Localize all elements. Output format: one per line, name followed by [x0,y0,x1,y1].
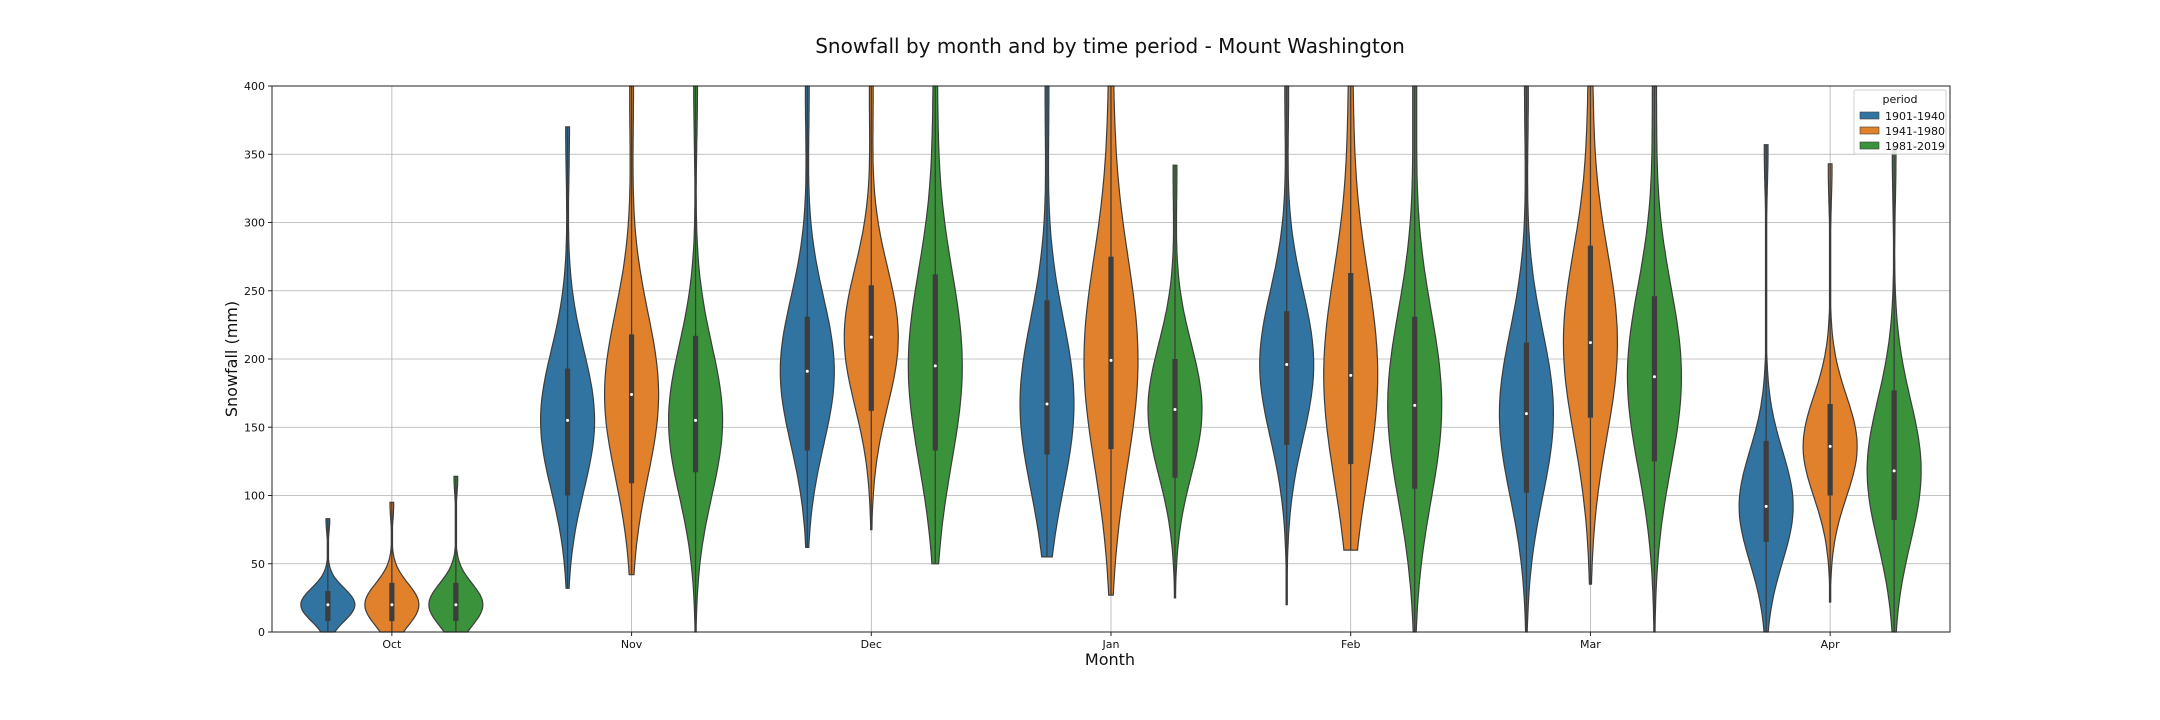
x-tick-label: Dec [861,638,882,651]
y-tick-label: 350 [244,148,265,161]
violin-iqr-box [932,274,938,451]
violin-median-dot [1173,408,1177,412]
y-tick-label: 400 [244,80,265,93]
legend: period 1901-1940 1941-1980 1981-2019 [1853,89,1947,155]
violin-median-dot [1349,373,1353,377]
violin-median-dot [566,418,570,422]
violin-median-dot [694,418,698,422]
violin-median-dot [1109,358,1113,362]
violin-iqr-box [389,582,395,622]
x-tick-label: Apr [1821,638,1841,651]
violin-iqr-box [1827,404,1833,496]
violin-iqr-box [1348,273,1354,465]
violin-iqr-box [1891,390,1897,521]
violin-iqr-box [1587,245,1594,418]
y-axis: 0 50 100 150 200 250 300 350 400 [244,80,272,639]
y-tick-label: 300 [244,217,265,230]
violin-iqr-box [1651,296,1658,462]
violin-iqr-box [804,316,810,451]
violin-iqr-box [868,285,874,411]
legend-label: 1941-1980 [1885,125,1945,138]
legend-label: 1901-1940 [1885,110,1945,123]
violin-iqr-box [1763,440,1769,542]
violin-median-dot [1764,504,1768,508]
violin-median-dot [1588,341,1592,345]
y-axis-label: Snowfall (mm) [222,301,241,417]
violin-iqr-box [692,335,699,473]
violin-iqr-box [1412,316,1418,489]
legend-swatch [1859,111,1880,120]
violin-iqr-box [1523,342,1530,493]
violin-median-dot [326,603,330,607]
x-tick-label: Nov [621,638,643,651]
legend-title: period [1882,93,1917,106]
violin-median-dot [1285,362,1289,366]
chart-title: Snowfall by month and by time period - M… [815,34,1405,58]
violin-median-dot [1413,403,1417,407]
x-tick-label: Mar [1580,638,1601,651]
violin-median-dot [1524,412,1528,416]
violin-median-dot [933,364,937,368]
x-axis-label: Month [1085,650,1135,669]
violin-iqr-box [453,582,459,622]
violin-median-dot [1828,444,1832,448]
violin-median-dot [1652,375,1656,379]
x-tick-label: Feb [1341,638,1360,651]
violin-iqr-box [1172,359,1178,478]
violin-median-dot [630,392,634,396]
y-tick-label: 250 [244,285,265,298]
y-tick-label: 50 [251,558,265,571]
violin-median-dot [1045,402,1049,406]
x-tick-label: Jan [1102,638,1120,651]
x-axis: Oct Nov Dec Jan Feb Mar Apr [382,632,1840,651]
violin-median-dot [805,369,809,373]
violin-iqr-box [628,334,635,484]
legend-swatch [1859,141,1880,150]
y-tick-label: 150 [244,421,265,434]
violin-median-dot [869,335,873,339]
x-tick-label: Oct [382,638,402,651]
violin-iqr-box [1284,311,1290,445]
legend-swatch [1859,126,1880,135]
violins [300,85,1922,633]
violin-iqr-box [1108,256,1114,450]
violin-median-dot [1892,469,1896,473]
y-tick-label: 0 [258,626,265,639]
violin-median-dot [390,603,394,607]
violin-median-dot [454,603,458,607]
y-tick-label: 200 [244,353,265,366]
legend-box [1853,89,1947,155]
y-tick-label: 100 [244,490,265,503]
violin-iqr-box [564,368,571,496]
violin-iqr-box [1044,300,1050,455]
legend-label: 1981-2019 [1885,140,1945,153]
